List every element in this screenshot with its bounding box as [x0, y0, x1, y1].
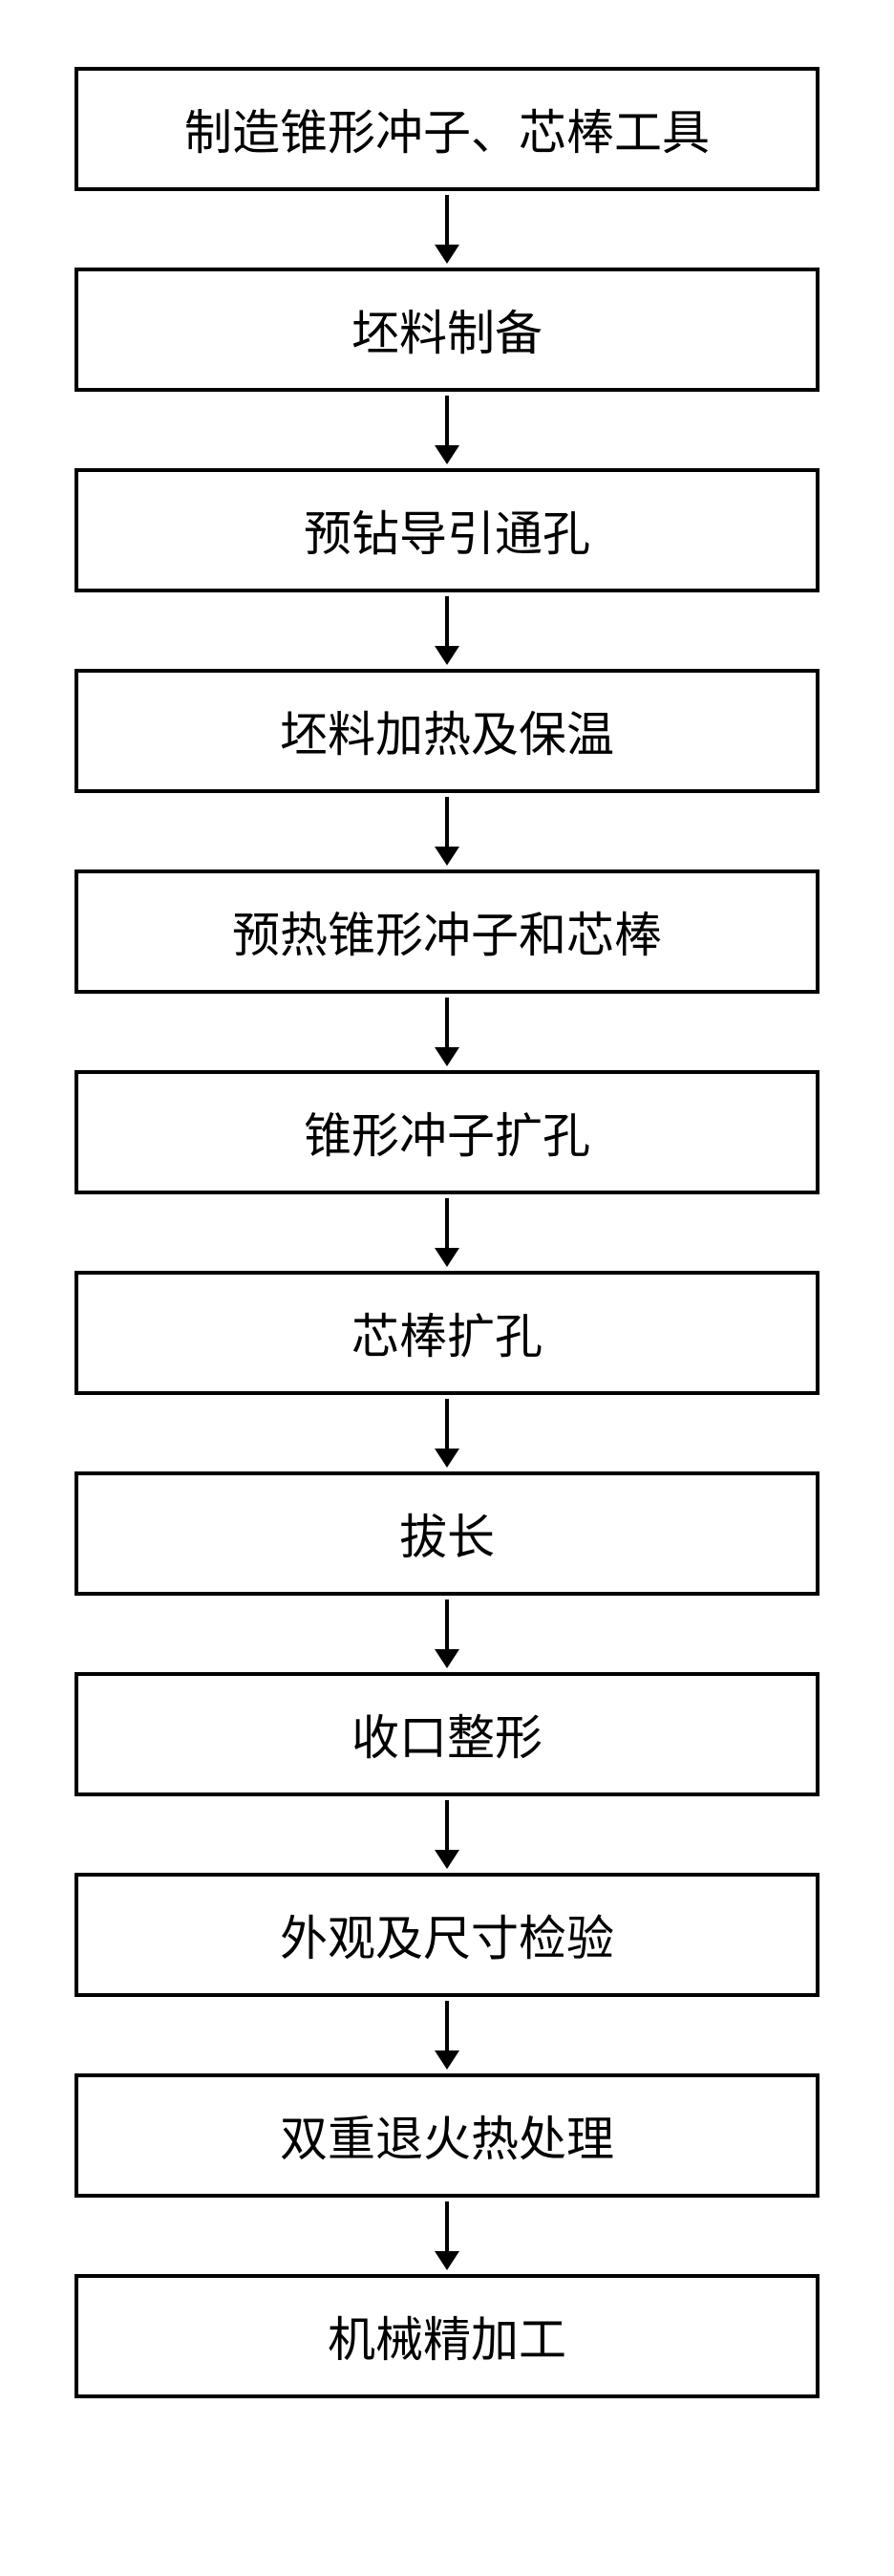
arrow-down-icon	[435, 1796, 459, 1873]
flow-step: 双重退火热处理	[74, 2073, 820, 2198]
flow-step: 芯棒扩孔	[74, 1271, 820, 1395]
flow-step: 预钻导引通孔	[74, 468, 820, 592]
arrow-down-icon	[435, 592, 459, 669]
flow-step: 坯料加热及保温	[74, 669, 820, 793]
arrow-down-icon	[435, 994, 459, 1070]
flow-step-label: 双重退火热处理	[280, 2101, 614, 2170]
arrow-down-icon	[435, 2198, 459, 2274]
arrow-down-icon	[435, 793, 459, 869]
flow-step-label: 锥形冲子扩孔	[304, 1098, 590, 1167]
flow-step: 拔长	[74, 1471, 820, 1596]
flow-step-label: 预热锥形冲子和芯棒	[232, 897, 662, 966]
arrow-down-icon	[435, 1596, 459, 1672]
flow-step-label: 机械精加工	[328, 2302, 566, 2371]
arrow-down-icon	[435, 191, 459, 268]
arrow-down-icon	[435, 1395, 459, 1471]
flow-step: 机械精加工	[74, 2274, 820, 2398]
flow-step-label: 预钻导引通孔	[304, 496, 590, 565]
flow-step-label: 坯料制备	[351, 295, 543, 364]
arrow-down-icon	[435, 1997, 459, 2073]
flow-step: 制造锥形冲子、芯棒工具	[74, 67, 820, 191]
flow-step-label: 收口整形	[351, 1700, 543, 1769]
flow-step: 外观及尺寸检验	[74, 1873, 820, 1997]
flow-step-label: 外观及尺寸检验	[280, 1900, 614, 1969]
flow-step: 收口整形	[74, 1672, 820, 1796]
flow-step: 坯料制备	[74, 268, 820, 392]
flowchart: 制造锥形冲子、芯棒工具坯料制备预钻导引通孔坯料加热及保温预热锥形冲子和芯棒锥形冲…	[0, 67, 894, 2398]
flowchart-page: 制造锥形冲子、芯棒工具坯料制备预钻导引通孔坯料加热及保温预热锥形冲子和芯棒锥形冲…	[0, 0, 894, 2576]
arrow-down-icon	[435, 392, 459, 468]
flow-step-label: 制造锥形冲子、芯棒工具	[184, 95, 710, 163]
flow-step-label: 拔长	[399, 1499, 495, 1568]
arrow-down-icon	[435, 1194, 459, 1271]
flow-step: 预热锥形冲子和芯棒	[74, 869, 820, 994]
flow-step-label: 坯料加热及保温	[280, 697, 614, 765]
flow-step: 锥形冲子扩孔	[74, 1070, 820, 1194]
flow-step-label: 芯棒扩孔	[351, 1299, 543, 1367]
